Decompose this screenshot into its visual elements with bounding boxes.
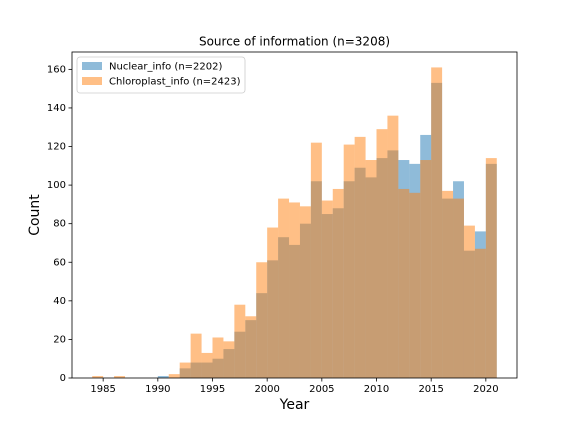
y-tick-label: 140 (47, 103, 66, 114)
y-tick-label: 0 (60, 373, 66, 384)
x-tick-label: 2010 (364, 384, 389, 395)
bar (332, 188, 344, 378)
y-axis-label: Count (27, 194, 43, 236)
axes-frame (71, 51, 518, 379)
bar (92, 376, 104, 378)
x-tick-label: 1995 (200, 384, 225, 395)
y-tick-label: 60 (53, 257, 66, 268)
bar (289, 202, 300, 378)
y-tick-label: 80 (53, 219, 66, 230)
y-tick-label: 100 (47, 180, 66, 191)
y-tick-label: 40 (53, 296, 66, 307)
legend-swatch (82, 77, 102, 85)
bar (114, 376, 126, 378)
bar (376, 129, 388, 378)
bar (463, 225, 475, 378)
bar (278, 198, 290, 378)
bar (299, 206, 311, 378)
bar (321, 200, 333, 378)
bar (431, 67, 443, 379)
bar (179, 362, 191, 378)
x-axis-label: Year (279, 397, 310, 413)
bar (442, 190, 454, 378)
bar (474, 248, 486, 378)
bar (168, 374, 180, 378)
bar (420, 160, 432, 378)
bar (223, 341, 235, 378)
bar (256, 262, 268, 378)
bar (212, 337, 224, 378)
x-tick-label: 1990 (145, 384, 170, 395)
bar (409, 192, 421, 378)
bar (343, 144, 355, 378)
bar (398, 188, 410, 378)
bar (453, 198, 464, 378)
bar (365, 160, 377, 378)
bar (267, 227, 279, 378)
legend-label: Chloroplast_info (n=2423) (109, 77, 241, 88)
x-tick-label: 2015 (418, 384, 443, 395)
x-tick-label: 2020 (473, 384, 498, 395)
x-tick-label: 2000 (254, 384, 279, 395)
y-tick-label: 20 (53, 334, 66, 345)
legend-box (76, 56, 246, 94)
x-tick-label: 2005 (309, 384, 334, 395)
bar (354, 136, 366, 378)
legend-swatch (82, 62, 102, 70)
y-tick-label: 160 (47, 64, 66, 75)
bar (157, 376, 169, 378)
bar (190, 333, 202, 378)
bar (387, 115, 399, 379)
x-tick-label: 1985 (90, 384, 115, 395)
chart-title: Source of information (n=3208) (199, 35, 390, 49)
bar (310, 142, 322, 378)
y-tick-label: 120 (47, 142, 66, 153)
bar (234, 304, 246, 378)
bar (201, 352, 213, 378)
legend-label: Nuclear_info (n=2202) (109, 62, 222, 73)
bar (485, 158, 497, 378)
bar (245, 316, 257, 378)
